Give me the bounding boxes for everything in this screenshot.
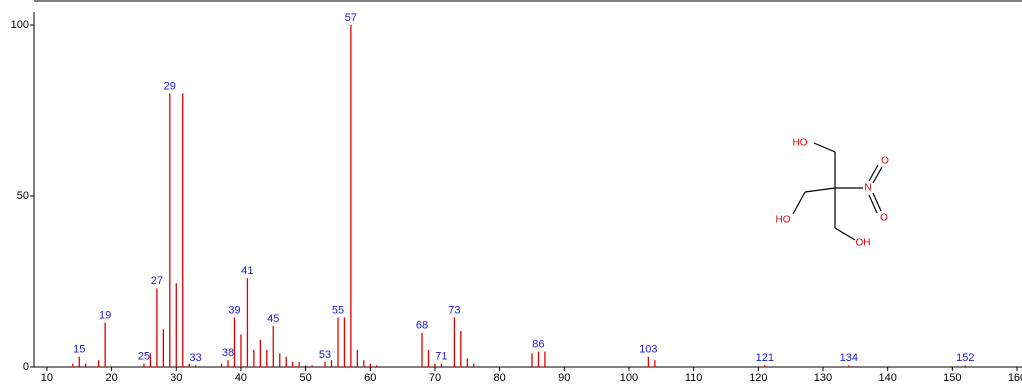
peak-label: 15	[73, 344, 85, 356]
x-tick-label: 100	[620, 372, 638, 384]
x-tick-label: 140	[878, 372, 896, 384]
peak-label: 41	[241, 265, 253, 277]
y-tick-label: 0	[23, 361, 29, 373]
bond	[813, 142, 836, 153]
atom: N	[864, 183, 871, 194]
x-tick-label: 10	[41, 372, 53, 384]
peak-label: 19	[99, 309, 111, 321]
peak-label: 103	[639, 344, 657, 356]
bond	[834, 227, 856, 241]
bond	[872, 166, 883, 184]
atom: O	[880, 213, 888, 224]
peak-label: 152	[956, 352, 974, 364]
x-tick-label: 150	[943, 372, 961, 384]
peak-label: 33	[190, 352, 202, 364]
peak-label: 45	[267, 313, 279, 325]
x-tick-label: 110	[685, 372, 703, 384]
peak-label: 38	[222, 347, 234, 359]
peak-label: 25	[138, 350, 150, 362]
peak-label: 86	[532, 339, 544, 351]
peak-label: 121	[756, 352, 774, 364]
peak-label: 68	[416, 320, 428, 332]
peak-label: 57	[345, 12, 357, 24]
bond	[872, 192, 882, 212]
x-tick-label: 60	[364, 372, 376, 384]
atom: HO	[793, 138, 808, 149]
atom: O	[881, 156, 889, 167]
peak-label: 27	[151, 275, 163, 287]
x-tick-label: 50	[299, 372, 311, 384]
peak-label: 55	[332, 304, 344, 316]
x-tick-label: 30	[170, 372, 182, 384]
peak-label: 71	[435, 350, 447, 362]
y-tick-label: 50	[17, 190, 29, 202]
atom: HO	[776, 215, 791, 226]
x-tick-label: 70	[429, 372, 441, 384]
peak-label: 53	[319, 349, 331, 361]
bond	[792, 191, 806, 215]
x-tick-label: 120	[749, 372, 767, 384]
x-tick-label: 90	[558, 372, 570, 384]
bond	[804, 187, 836, 193]
bond	[868, 164, 879, 182]
x-tick-label: 80	[494, 372, 506, 384]
peak-label: 39	[228, 304, 240, 316]
molecule: HO N O O HO OH	[776, 138, 890, 249]
peak-label: 134	[840, 352, 858, 364]
bond	[868, 194, 878, 214]
x-tick-label: 20	[105, 372, 117, 384]
peak-label: 73	[448, 304, 460, 316]
peak-label: 29	[164, 80, 176, 92]
atom: OH	[856, 238, 871, 249]
y-tick-label: 100	[11, 19, 29, 31]
x-tick-label: 160	[1008, 372, 1022, 384]
x-tick-label: 130	[814, 372, 832, 384]
x-tick-label: 40	[235, 372, 247, 384]
